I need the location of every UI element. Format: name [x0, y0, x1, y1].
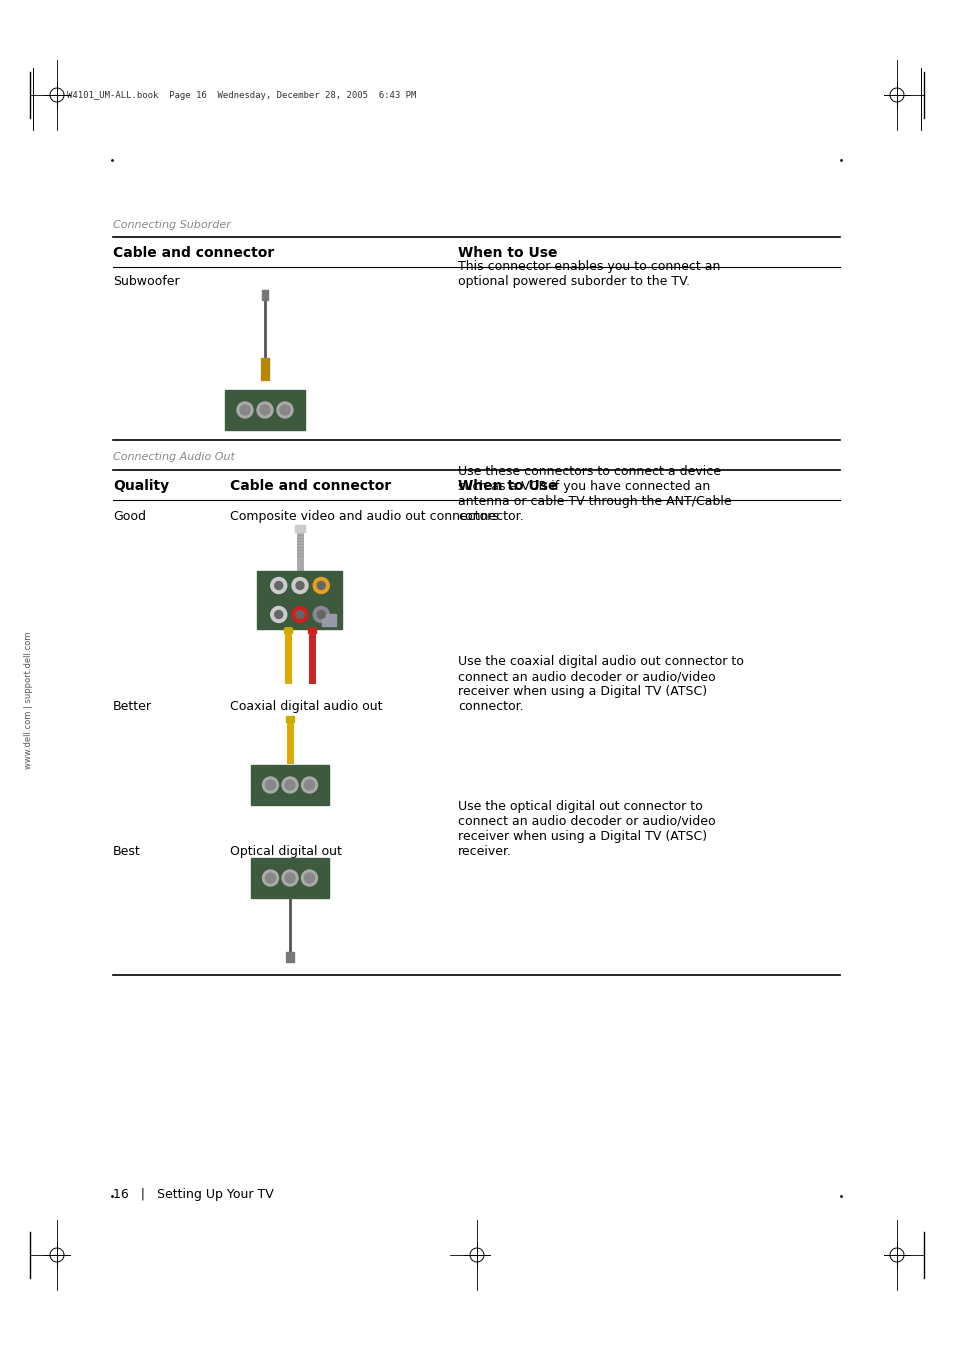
Circle shape [304, 873, 314, 884]
Text: Use these connectors to connect a device
such as a VCR if you have connected an
: Use these connectors to connect a device… [457, 465, 731, 523]
Circle shape [236, 403, 253, 417]
Text: Best: Best [112, 844, 141, 858]
Circle shape [301, 870, 317, 886]
Text: Optical digital out: Optical digital out [230, 844, 341, 858]
Circle shape [292, 607, 308, 623]
Bar [308, 628, 315, 634]
Bar [261, 358, 269, 380]
Text: When to Use: When to Use [457, 246, 557, 259]
Text: Composite video and audio out connectors: Composite video and audio out connectors [230, 509, 498, 523]
Bar [284, 628, 292, 634]
Circle shape [271, 607, 287, 623]
Circle shape [295, 611, 304, 619]
Text: Connecting Audio Out: Connecting Audio Out [112, 453, 234, 462]
Bar [286, 952, 294, 962]
Circle shape [313, 577, 329, 593]
Text: Cable and connector: Cable and connector [112, 246, 274, 259]
Circle shape [262, 870, 278, 886]
Text: Coaxial digital audio out: Coaxial digital audio out [230, 700, 382, 713]
Bar [251, 765, 329, 805]
Text: This connector enables you to connect an
optional powered suborder to the TV.: This connector enables you to connect an… [457, 259, 720, 288]
Circle shape [265, 873, 275, 884]
Circle shape [292, 577, 308, 593]
Bar [225, 390, 305, 430]
Text: Connecting Suborder: Connecting Suborder [112, 220, 231, 230]
Text: Good: Good [112, 509, 146, 523]
Text: Quality: Quality [112, 480, 169, 493]
Text: Better: Better [112, 700, 152, 713]
Text: www.dell.com | support.dell.com: www.dell.com | support.dell.com [24, 631, 32, 769]
Text: Use the coaxial digital audio out connector to
connect an audio decoder or audio: Use the coaxial digital audio out connec… [457, 655, 743, 713]
Text: When to Use: When to Use [457, 480, 557, 493]
Text: W4101_UM-ALL.book  Page 16  Wednesday, December 28, 2005  6:43 PM: W4101_UM-ALL.book Page 16 Wednesday, Dec… [67, 91, 416, 100]
Circle shape [317, 611, 325, 619]
Circle shape [295, 581, 304, 589]
Circle shape [280, 405, 290, 415]
Bar [286, 716, 294, 721]
Circle shape [260, 405, 270, 415]
Text: Cable and connector: Cable and connector [230, 480, 391, 493]
Circle shape [285, 873, 294, 884]
Bar [322, 613, 336, 626]
Circle shape [265, 780, 275, 790]
Circle shape [276, 403, 293, 417]
Text: Subwoofer: Subwoofer [112, 276, 179, 288]
Bar [294, 526, 305, 532]
Circle shape [285, 780, 294, 790]
Circle shape [301, 777, 317, 793]
Bar [262, 290, 268, 300]
Circle shape [240, 405, 250, 415]
Circle shape [274, 581, 282, 589]
Circle shape [262, 777, 278, 793]
Circle shape [317, 581, 325, 589]
Circle shape [304, 780, 314, 790]
Bar [251, 858, 329, 898]
Text: Use the optical digital out connector to
connect an audio decoder or audio/video: Use the optical digital out connector to… [457, 800, 715, 858]
Bar [257, 571, 342, 630]
Circle shape [282, 777, 297, 793]
Circle shape [274, 611, 282, 619]
Circle shape [313, 607, 329, 623]
Circle shape [282, 870, 297, 886]
Text: 16   |   Setting Up Your TV: 16 | Setting Up Your TV [112, 1188, 274, 1201]
Circle shape [271, 577, 287, 593]
Circle shape [256, 403, 273, 417]
